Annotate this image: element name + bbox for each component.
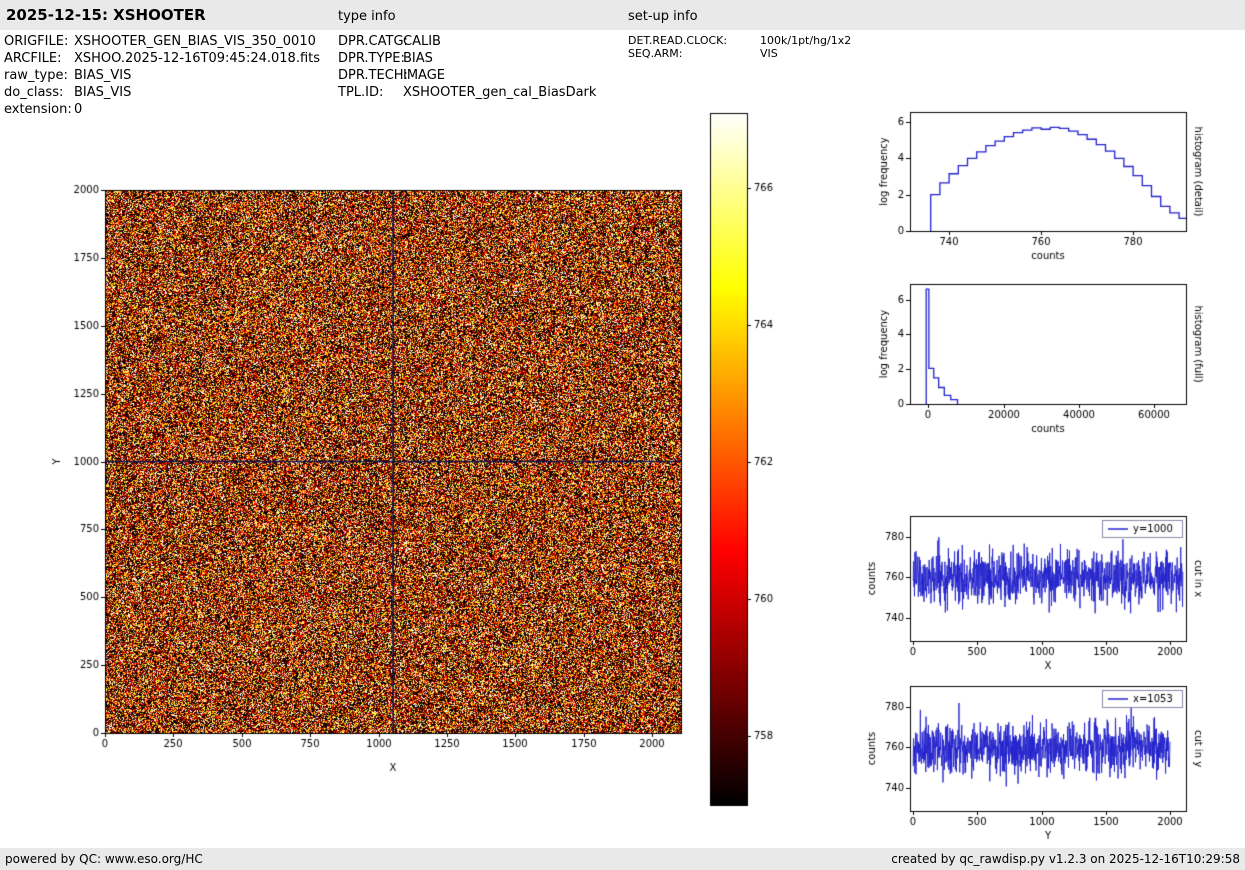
extension-label: extension: [4,102,72,117]
dpr-tech-label: DPR.TECH: [338,68,408,83]
seq-arm-label: SEQ.ARM: [628,47,682,60]
footer-created-by: created by qc_rawdisp.py v1.2.3 on 2025-… [891,852,1240,866]
det-read-clock-label: DET.READ.CLOCK: [628,34,727,47]
seq-arm-value: VIS [760,47,778,60]
do-class-label: do_class: [4,85,63,100]
type-info-heading: type info [338,9,396,24]
origfile-label: ORIGFILE: [4,34,68,49]
page-title: 2025-12-15: XSHOOTER [6,6,206,24]
footer-powered-by: powered by QC: www.eso.org/HC [5,852,203,866]
dpr-type-label: DPR.TYPE: [338,51,405,66]
dpr-type-value: BIAS [403,51,433,66]
tpl-id-value: XSHOOTER_gen_cal_BiasDark [403,85,596,100]
header-bar: 2025-12-15: XSHOOTER type info set-up in… [0,0,1245,30]
dpr-tech-value: IMAGE [403,68,445,83]
extension-value: 0 [74,102,82,117]
do-class-value: BIAS_VIS [74,85,131,100]
raw-type-label: raw_type: [4,68,68,83]
det-read-clock-value: 100k/1pt/hg/1x2 [760,34,851,47]
footer-bar: powered by QC: www.eso.org/HC created by… [0,848,1245,870]
setup-info-heading: set-up info [628,9,698,24]
origfile-value: XSHOOTER_GEN_BIAS_VIS_350_0010 [74,34,316,49]
dpr-catg-label: DPR.CATG: [338,34,408,49]
arcfile-value: XSHOO.2025-12-16T09:45:24.018.fits [74,51,320,66]
qc-report-page: 2025-12-15: XSHOOTER type info set-up in… [0,0,1245,870]
arcfile-label: ARCFILE: [4,51,62,66]
dpr-catg-value: CALIB [403,34,441,49]
plots-canvas [0,0,1245,870]
raw-type-value: BIAS_VIS [74,68,131,83]
tpl-id-label: TPL.ID: [338,85,383,100]
